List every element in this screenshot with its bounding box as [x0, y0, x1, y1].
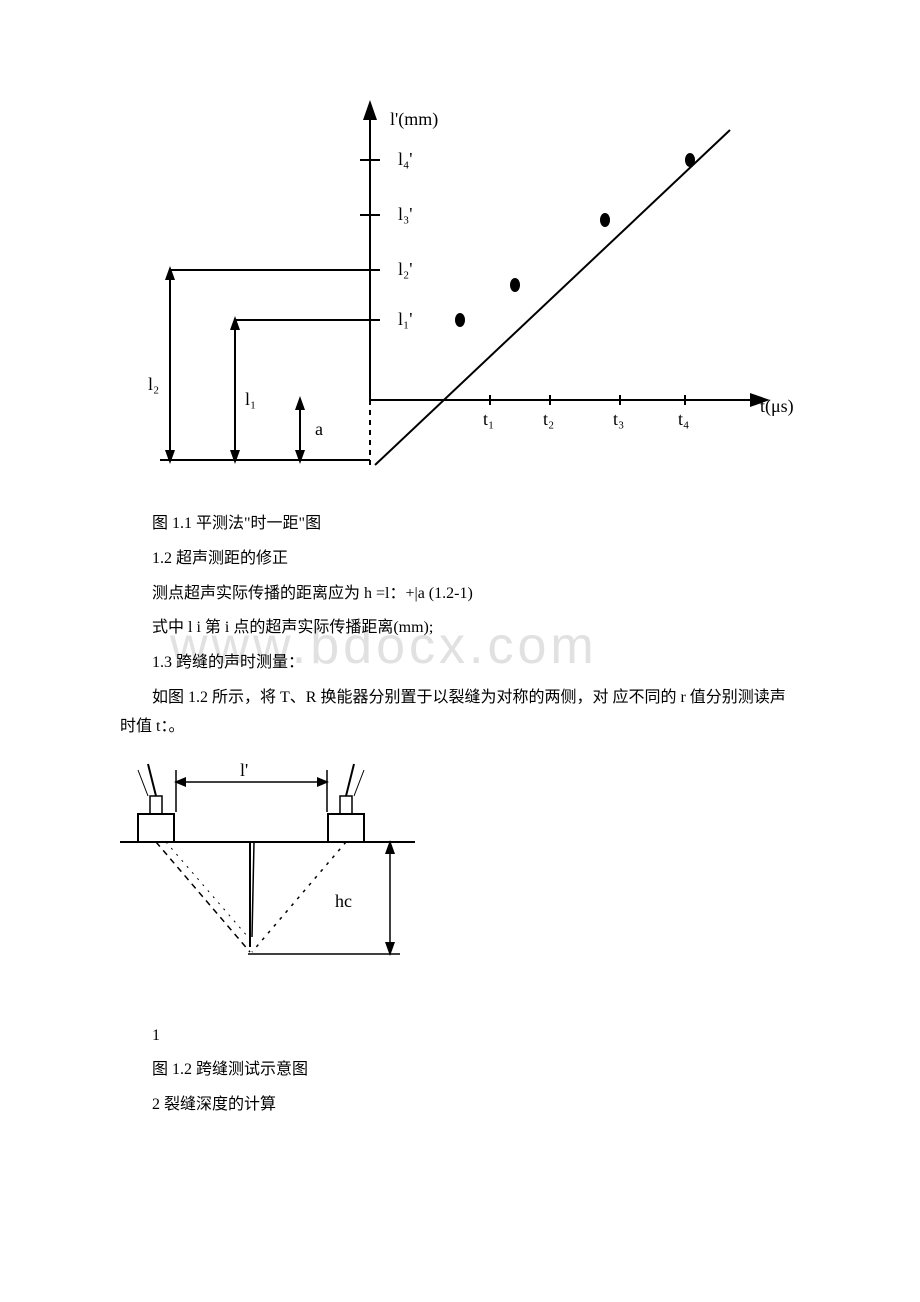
figure-1-1: l₁' l₂' l₃' l₄' l'(mm) l₂ l₁ a — [120, 90, 800, 490]
svg-text:t(μs): t(μs) — [760, 396, 794, 417]
svg-text:l'(mm): l'(mm) — [390, 109, 438, 130]
svg-text:l₁': l₁' — [398, 309, 413, 329]
section-1-3-title: 1.3 跨缝的声时测量： — [120, 649, 800, 678]
svg-text:t₁: t₁ — [483, 409, 494, 429]
svg-text:t₃: t₃ — [613, 409, 624, 429]
svg-text:t₄: t₄ — [678, 409, 689, 429]
svg-text:l₃': l₃' — [398, 204, 413, 224]
figure-1-2: l' hc — [120, 752, 800, 1002]
svg-text:l': l' — [240, 760, 248, 780]
lone-1: 1 — [120, 1022, 800, 1051]
svg-text:l₁: l₁ — [245, 389, 256, 409]
figure-1-2-caption: 图 1.2 跨缝测试示意图 — [120, 1056, 800, 1085]
svg-text:hc: hc — [335, 891, 352, 911]
svg-text:l₂: l₂ — [148, 374, 159, 394]
figure-1-1-caption: 图 1.1 平测法"时一距"图 — [120, 510, 800, 539]
section-1-2-body-1: 测点超声实际传播的距离应为 h =l：+|a (1.2-1) — [120, 580, 800, 609]
svg-text:a: a — [315, 419, 323, 439]
section-1-2-body-2: 式中 l i 第 i 点的超声实际传播距离(mm); — [120, 614, 800, 643]
svg-text:t₂: t₂ — [543, 409, 554, 429]
section-1-2-title: 1.2 超声测距的修正 — [120, 545, 800, 574]
svg-text:l₂': l₂' — [398, 259, 413, 279]
section-1-3-body: 如图 1.2 所示，将 T、R 换能器分别置于以裂缝为对称的两侧，对 应不同的 … — [120, 684, 800, 742]
section-2-title: 2 裂缝深度的计算 — [120, 1091, 800, 1120]
svg-text:l₄': l₄' — [398, 149, 413, 169]
